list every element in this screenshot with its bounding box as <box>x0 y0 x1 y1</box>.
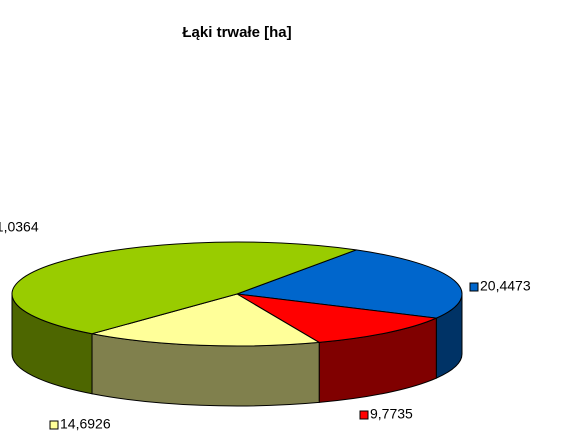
slice <box>236 293 439 343</box>
slice <box>11 241 357 335</box>
slice <box>91 293 321 347</box>
data-label: 20,4473 <box>480 278 531 294</box>
label-swatch <box>469 282 479 292</box>
slice <box>236 249 463 319</box>
label-swatch <box>49 420 59 430</box>
chart-title: Łąki trwałe [ha] <box>182 24 291 41</box>
data-label: 9,7735 <box>370 406 413 422</box>
data-label: 41,0364 <box>0 219 39 235</box>
label-swatch <box>359 410 369 420</box>
data-label: 14,6926 <box>60 416 111 432</box>
